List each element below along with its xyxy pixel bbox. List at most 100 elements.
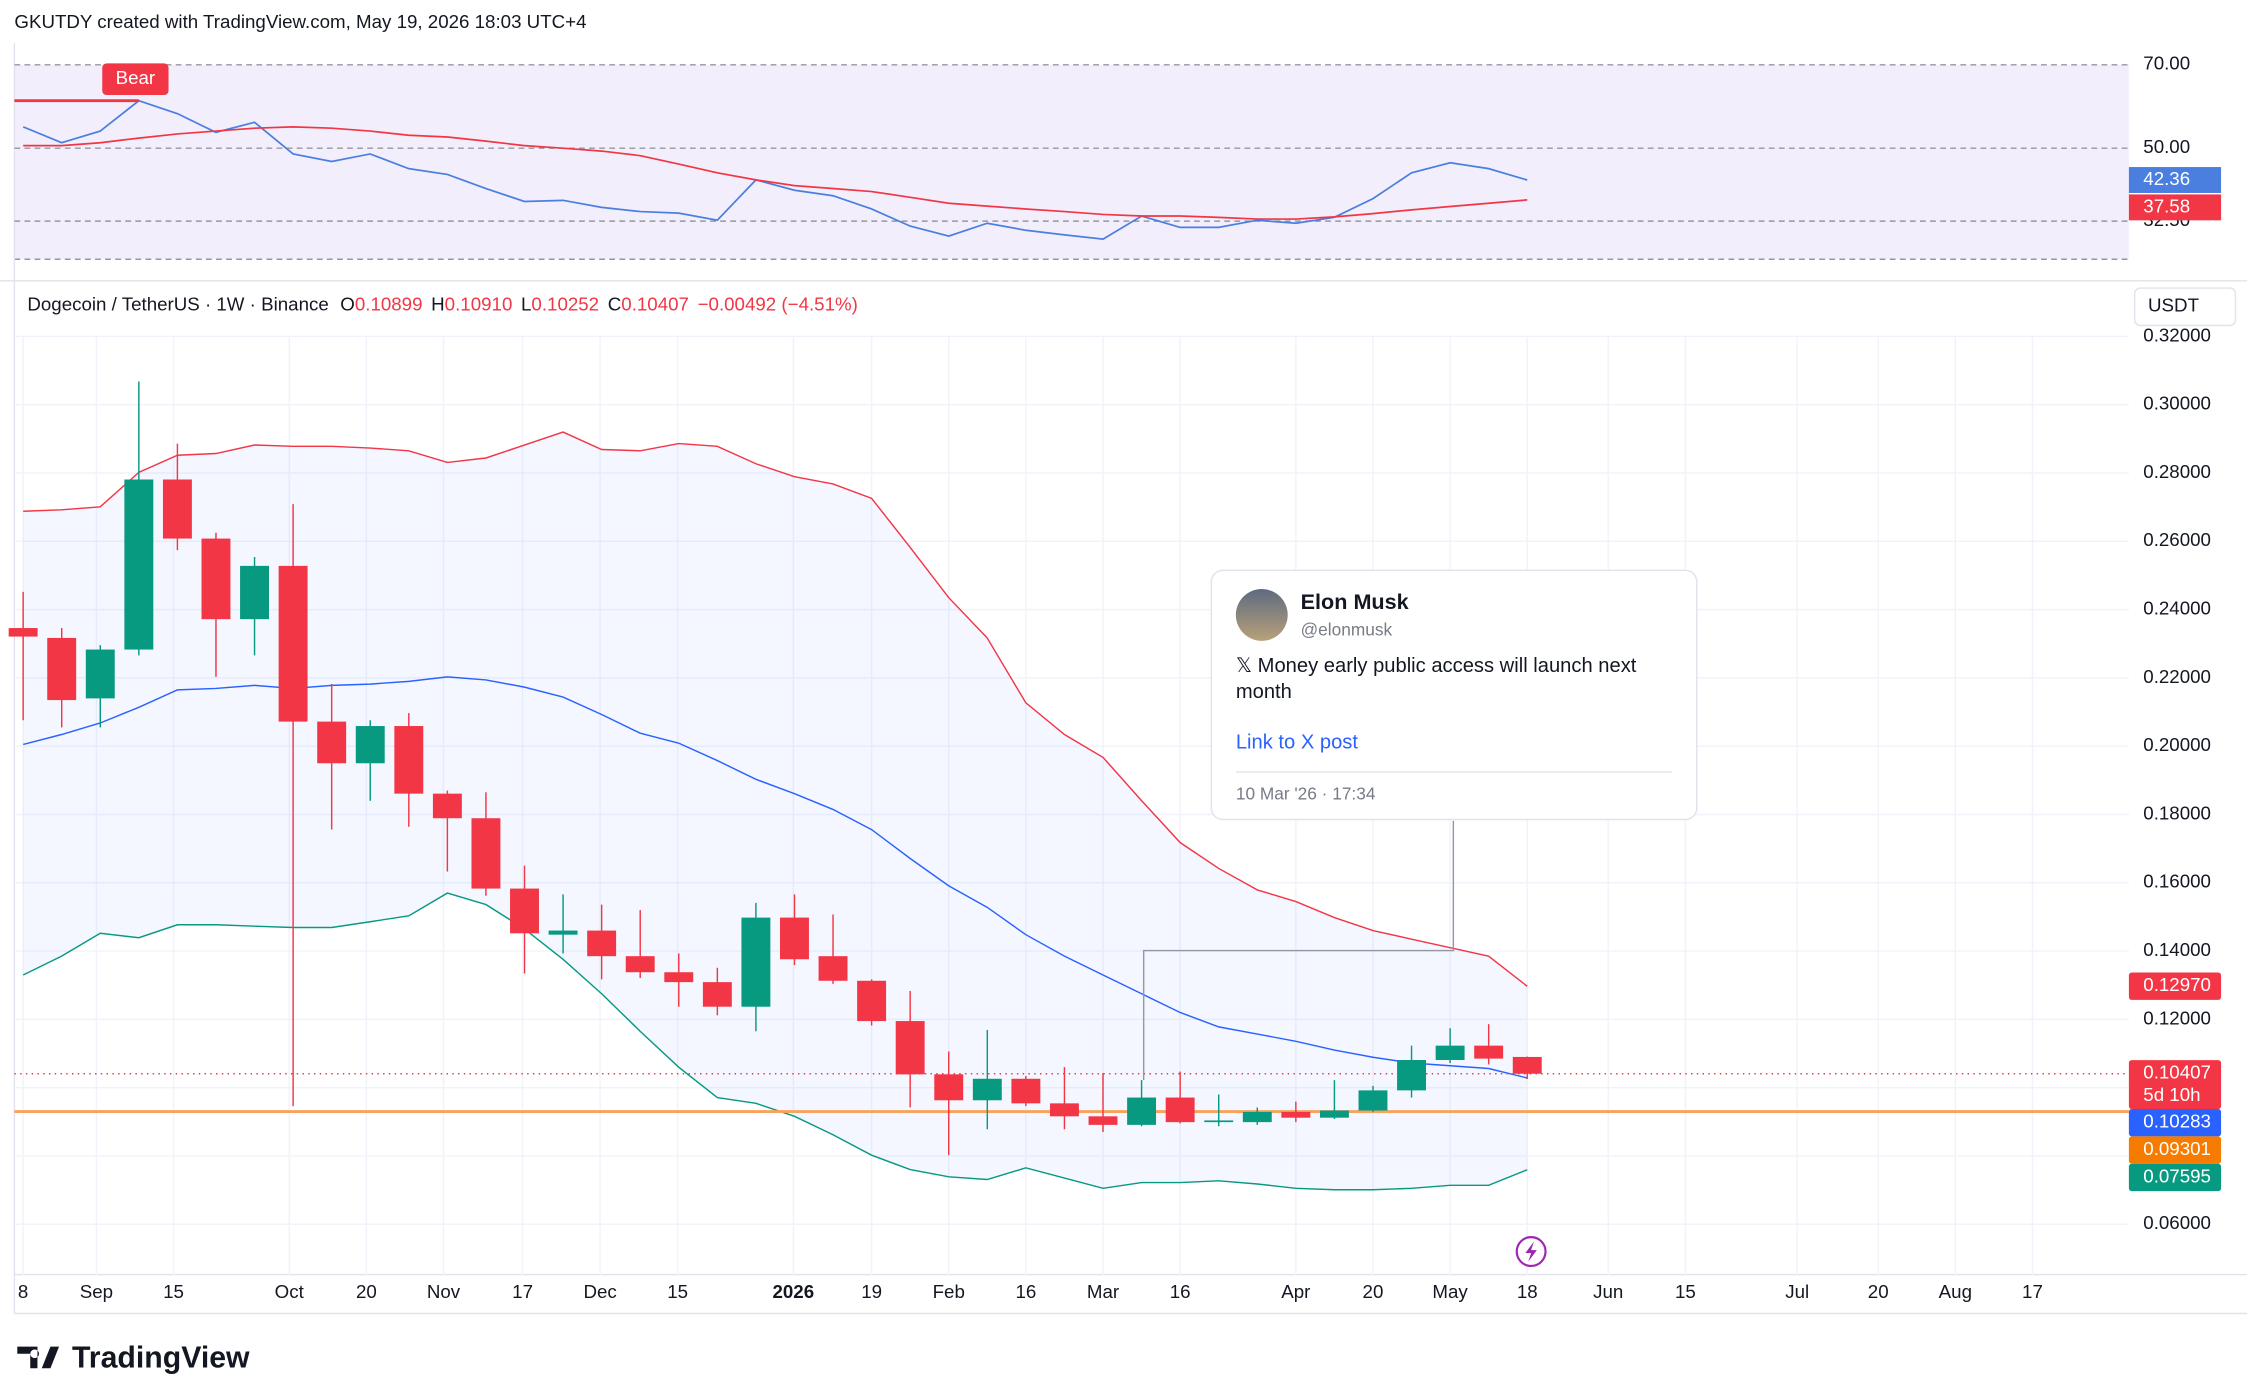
plot-layer: 70.0050.0032.50Bear42.3637.580.060000.08…: [8, 53, 2222, 1302]
currency-label[interactable]: USDT: [2148, 295, 2199, 316]
price-tag-label: 0.10283: [2143, 1111, 2211, 1132]
candle-body: [625, 956, 655, 973]
y-tick-label: 0.24000: [2143, 598, 2211, 619]
price-tag: [2128, 1136, 2222, 1164]
y-tick-label: 0.32000: [2143, 324, 2211, 345]
candle-body: [1435, 1045, 1465, 1060]
candle-body: [1127, 1097, 1157, 1125]
x-tick-label: 16: [1015, 1281, 1036, 1302]
x-tick-label: Sep: [80, 1281, 113, 1302]
candle-body: [471, 818, 501, 889]
card-connector: [1142, 820, 1455, 1081]
candle-body: [702, 982, 732, 1007]
candle-body: [8, 628, 38, 637]
x-tick-label: 15: [667, 1281, 688, 1302]
band-fill: [23, 432, 1528, 1190]
price-tag-countdown: 5d 10h: [2143, 1084, 2200, 1105]
candle-body: [1204, 1120, 1234, 1123]
candle-body: [664, 972, 694, 983]
legend-value: 0.10407: [621, 293, 689, 314]
candle-body: [432, 793, 462, 819]
candle-body: [510, 888, 539, 934]
price-tag: [2128, 1109, 2222, 1137]
x-tick-label: 20: [1363, 1281, 1384, 1302]
brand-name: TradingView: [72, 1342, 250, 1375]
candle-body: [201, 538, 231, 620]
candle-body: [1088, 1116, 1118, 1125]
event-bolt: [1525, 1241, 1537, 1262]
price-tag: [2128, 1163, 2222, 1192]
price-tag-label: 0.10407: [2143, 1062, 2211, 1083]
legend-key: L: [521, 293, 531, 314]
x-tick-label: Jun: [1593, 1281, 1623, 1302]
tweet-text: month: [1236, 681, 1292, 703]
x-tick-label: 20: [356, 1281, 377, 1302]
y-tick-label: 0.18000: [2143, 802, 2211, 823]
y-tick-label: 0.22000: [2143, 666, 2211, 687]
last-value-label: 37.58: [2143, 195, 2190, 216]
candle-body: [587, 930, 617, 957]
annotation-box: [102, 63, 169, 96]
candle-body: [124, 479, 154, 650]
y-tick-label: 0.26000: [2143, 529, 2211, 550]
x-tick-label: Oct: [275, 1281, 305, 1302]
candle-body: [818, 956, 848, 981]
x-tick-label: Mar: [1087, 1281, 1119, 1302]
bollinger-upper: [23, 431, 1528, 987]
candle-body: [1165, 1097, 1195, 1123]
rsi-line: [22, 99, 1528, 240]
legend-change: −0.00492 (−4.51%): [698, 293, 858, 314]
candle-body: [162, 479, 192, 539]
price-tag-label: 0.12970: [2143, 974, 2211, 995]
last-value-tag: [2128, 194, 2222, 221]
price-tag-label: 0.07595: [2143, 1165, 2211, 1186]
candle-body: [278, 565, 308, 722]
attribution: GKUTDY created with TradingView.com, May…: [14, 11, 586, 32]
tweet-handle: @elonmusk: [1301, 619, 1393, 639]
candle-body: [1474, 1045, 1504, 1059]
y-tick-label: 0.30000: [2143, 393, 2211, 414]
candle-body: [1242, 1111, 1272, 1123]
x-tick-label: 15: [1675, 1281, 1696, 1302]
candle-body: [780, 917, 809, 960]
rsi-line: [23, 126, 1528, 220]
bollinger-basis: [23, 676, 1528, 1079]
candle-body: [934, 1074, 964, 1101]
candle-body: [355, 726, 385, 764]
candle-body: [741, 917, 771, 1007]
currency-button[interactable]: [2133, 287, 2237, 327]
y-tick-label: 0.16000: [2143, 871, 2211, 892]
candle-body: [895, 1021, 925, 1075]
last-value-label: 42.36: [2143, 168, 2190, 189]
tweet-author: Elon Musk: [1301, 589, 1410, 614]
candle-body: [857, 980, 887, 1022]
price-tag-label: 0.09301: [2143, 1138, 2211, 1159]
y-tick-label: 70.00: [2143, 53, 2190, 74]
legend-key: O: [340, 293, 355, 314]
candle-body: [1358, 1090, 1388, 1111]
legend-symbol: Dogecoin / TetherUS · 1W · Binance: [27, 293, 328, 314]
legend-value: 0.10910: [445, 293, 513, 314]
last-value-tag: [2128, 167, 2222, 193]
x-tick-label: 8: [18, 1281, 28, 1302]
x-tick-label: Feb: [933, 1281, 965, 1302]
candle-body: [47, 637, 77, 701]
candle-body: [972, 1078, 1002, 1101]
x-tick-label: Apr: [1281, 1281, 1310, 1302]
x-tick-label: 17: [512, 1281, 533, 1302]
x-tick-label: Nov: [427, 1281, 461, 1302]
x-tick-label: 2026: [772, 1281, 814, 1302]
y-tick-label: 0.20000: [2143, 734, 2211, 755]
tweet-link[interactable]: Link to X post: [1236, 731, 1359, 753]
candle-body: [1049, 1103, 1079, 1117]
x-tick-label: Dec: [583, 1281, 616, 1302]
y-tick-label: 0.28000: [2143, 461, 2211, 482]
x-tick-label: 20: [1868, 1281, 1889, 1302]
candle-body: [85, 649, 115, 699]
avatar: [1235, 589, 1288, 641]
candle-body: [1512, 1056, 1542, 1074]
x-tick-label: 19: [861, 1281, 882, 1302]
legend-value: 0.10899: [355, 293, 423, 314]
candle-body: [240, 565, 270, 620]
